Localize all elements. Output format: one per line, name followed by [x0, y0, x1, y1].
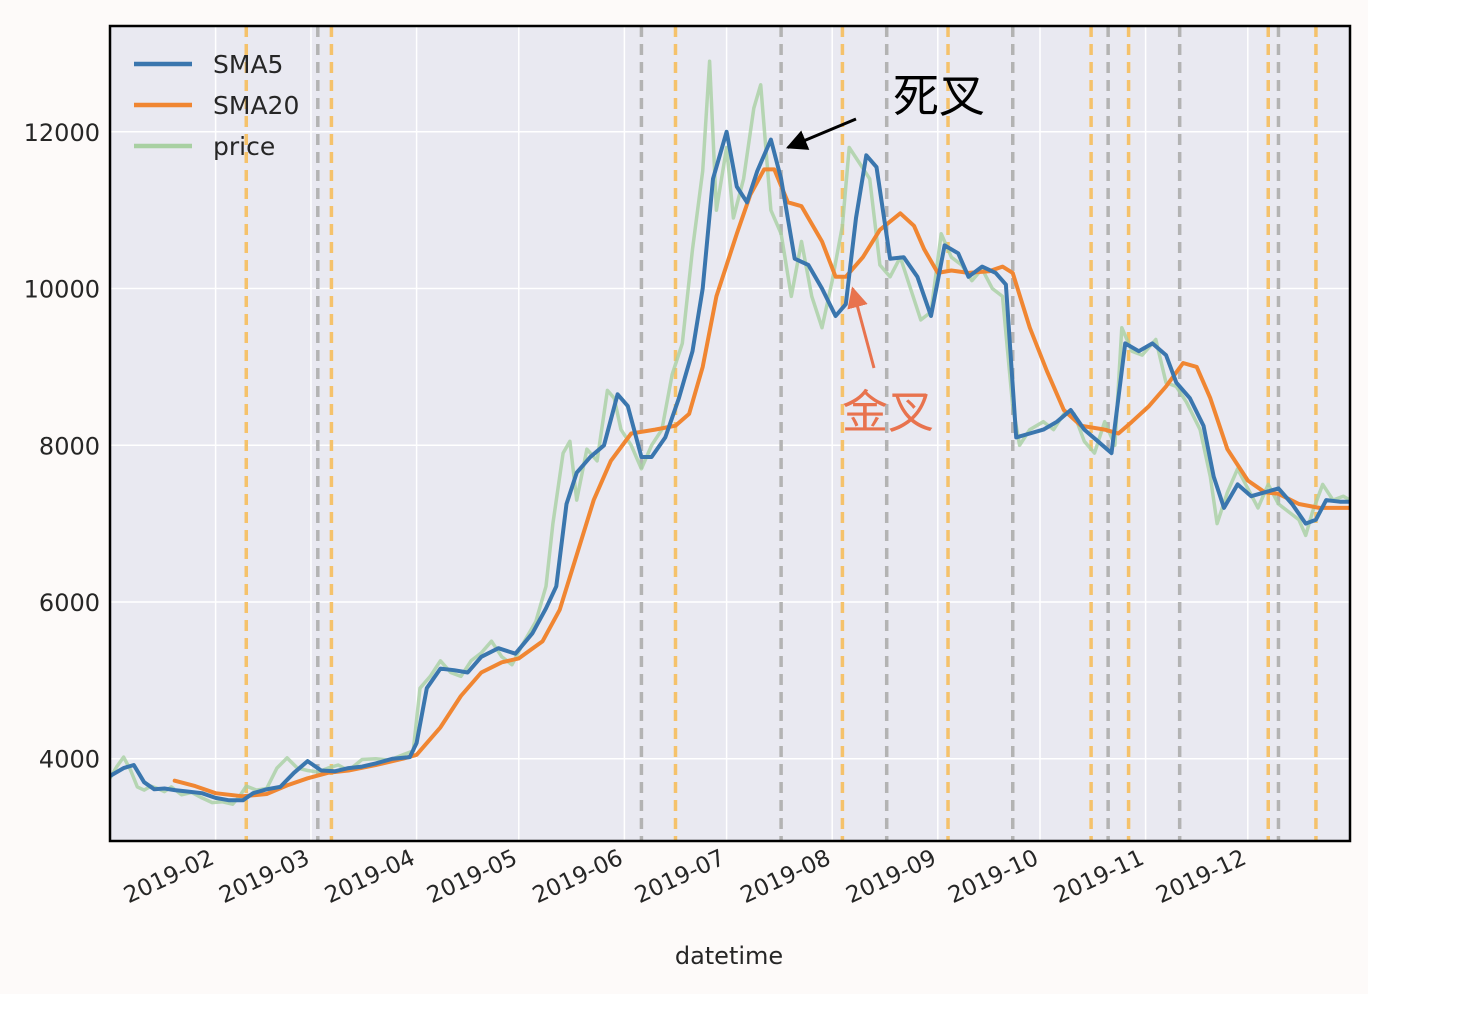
series-line-sma5 [110, 129, 1350, 803]
crossover-markers [244, 26, 1318, 841]
x-tick-label: 2019-04 [321, 845, 419, 909]
legend: SMA5 SMA20 price [134, 50, 299, 161]
series-lines [110, 59, 1350, 806]
death-cross-arrow [785, 117, 857, 150]
golden-cross-label: 金叉 [842, 385, 934, 439]
x-tick-label: 2019-12 [1152, 845, 1250, 909]
x-tick-label: 2019-11 [1050, 845, 1148, 909]
x-tick-label: 2019-08 [737, 845, 835, 909]
legend-label: SMA5 [213, 50, 283, 79]
x-tick-label: 2019-10 [944, 845, 1042, 909]
x-tick-label: 2019-06 [529, 845, 627, 909]
y-tick-label: 8000 [39, 432, 100, 460]
series-line-price [110, 59, 1350, 806]
x-tick-label: 2019-03 [215, 845, 313, 909]
golden-cross-arrow [847, 286, 876, 369]
plot-frame [108, 24, 1352, 843]
x-tick-label: 2019-07 [631, 845, 729, 909]
death-cross-label: 死叉 [893, 69, 985, 123]
legend-label: SMA20 [213, 91, 299, 120]
x-axis-label: datetime [675, 942, 783, 970]
y-tick-label: 4000 [39, 746, 100, 774]
legend-label: price [213, 132, 275, 161]
series-line-sma20 [172, 167, 1350, 799]
x-tick-label: 2019-02 [120, 845, 218, 909]
x-tick-label: 2019-05 [423, 845, 521, 909]
y-tick-label: 6000 [39, 589, 100, 617]
x-tick-label: 2019-09 [842, 845, 940, 909]
chart-figure: 4000 6000 8000 10000 12000 2019-02 2019-03 2019… [23, 24, 1352, 970]
y-tick-label: 12000 [24, 119, 100, 147]
y-tick-label: 10000 [24, 276, 100, 304]
